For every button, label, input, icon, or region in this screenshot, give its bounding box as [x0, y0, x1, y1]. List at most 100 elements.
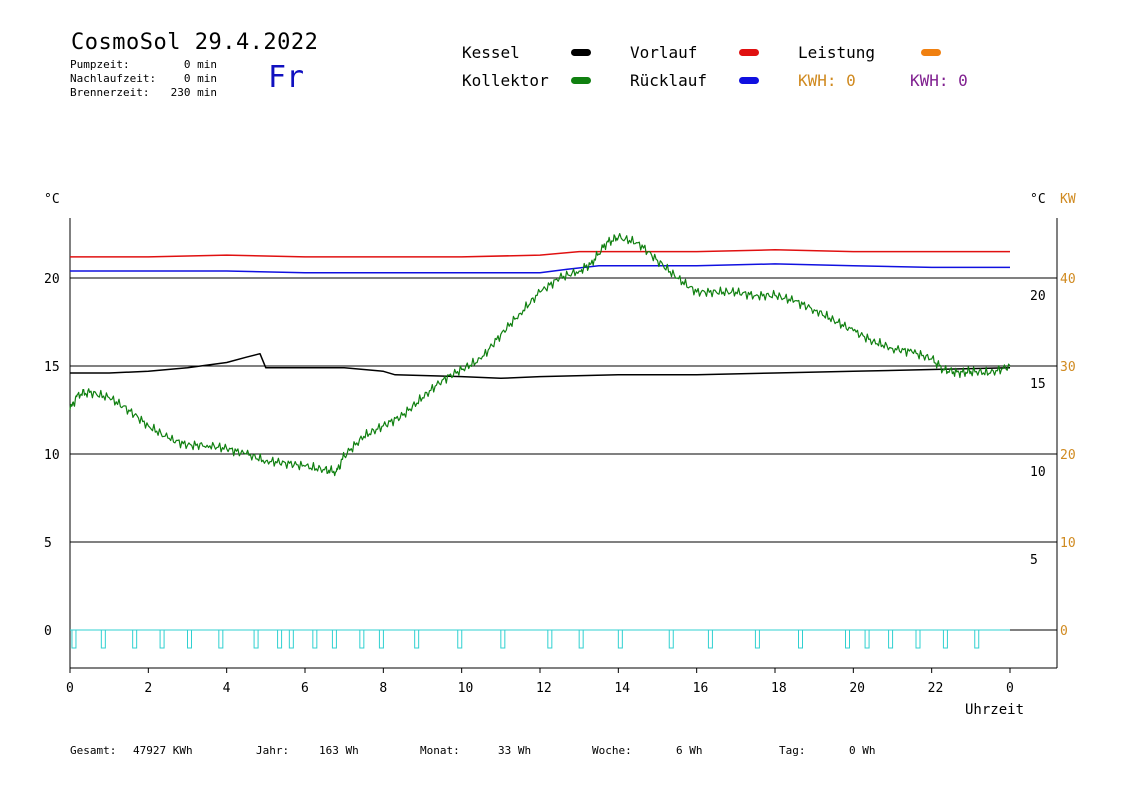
legend-kollektor-label: Kollektor: [462, 71, 549, 90]
y-tick-label-right-c: 15: [1030, 377, 1046, 392]
pump-pulse: [754, 629, 760, 649]
pump-pulse: [617, 629, 623, 649]
y-tick-label-left: 15: [44, 360, 60, 375]
legend-ruecklauf-swatch: [739, 77, 759, 84]
x-tick-label: 18: [771, 681, 787, 696]
legend-vorlauf-label: Vorlauf: [630, 43, 698, 62]
nachlaufzeit-value: 0 min: [183, 72, 217, 85]
monat-label: Monat:: [420, 744, 460, 757]
y-tick-label-right-c: 10: [1030, 465, 1046, 480]
pump-pulse: [798, 629, 803, 649]
chart-grid: [70, 277, 1057, 631]
pump-pulse: [888, 629, 894, 649]
y-tick-label-right-c: 5: [1030, 553, 1038, 568]
chart-title: CosmoSol 29.4.2022: [71, 30, 319, 55]
gesamt-label: Gesamt:: [70, 744, 117, 757]
woche-label: Woche:: [592, 744, 632, 757]
series-line-kessel: [70, 352, 1011, 380]
pump-pulse: [159, 629, 165, 649]
y-tick-label-right-kw: 30: [1060, 360, 1076, 375]
legend-vorlauf-swatch: [739, 49, 759, 56]
legend-leistung-swatch: [921, 49, 941, 56]
kwh-purple-value: KWH: 0: [910, 71, 968, 90]
x-tick-label: 6: [301, 681, 309, 696]
y-tick-label-right-kw: 20: [1060, 448, 1076, 463]
pump-pulse: [312, 629, 318, 649]
legend-kessel-label: Kessel: [462, 43, 520, 62]
pump-pulse: [547, 629, 553, 649]
pump-pulse: [578, 629, 584, 649]
pump-pulse: [277, 629, 283, 649]
series-line-vorlauf: [70, 249, 1010, 258]
woche-value: 6 Wh: [676, 744, 703, 757]
chart-axes: [69, 218, 1058, 669]
x-tick-label: 0: [1006, 681, 1014, 696]
gesamt-value: 47927 KWh: [133, 744, 193, 757]
brennerzeit-value: 230 min: [170, 86, 217, 99]
y-tick-label-right-kw: 0: [1060, 624, 1068, 639]
weekday-label: Fr: [268, 60, 305, 95]
pump-pulse: [707, 629, 713, 649]
y-tick-label-right-kw: 40: [1060, 272, 1076, 287]
kwh-orange-value: KWH: 0: [798, 71, 856, 90]
y-tick-label-left: 5: [44, 536, 52, 551]
right-axis-unit-kw: KW: [1060, 192, 1076, 207]
legend-kollektor-swatch: [571, 77, 591, 84]
legend-leistung-label: Leistung: [798, 43, 876, 62]
y-tick-label-left: 0: [44, 624, 52, 639]
pumpzeit-value: 0 min: [183, 58, 217, 71]
pump-pulse: [457, 629, 463, 649]
x-tick-label: 8: [379, 681, 387, 696]
chart-ticks: 0 2 4 6 8 10 12 14 16 18 20 22 0 0 5 10 15 20 5 10 15 20 0 10 20…: [44, 272, 1076, 696]
pump-pulse: [359, 629, 365, 649]
pump-pulse: [845, 629, 850, 649]
series-line-rcklauf: [70, 263, 1010, 274]
pump-pulse: [915, 629, 921, 649]
y-tick-label-right-kw: 10: [1060, 536, 1076, 551]
tag-label: Tag:: [779, 744, 806, 757]
legend-kessel-swatch: [571, 49, 591, 56]
x-tick-label: 22: [928, 681, 944, 696]
x-tick-label: 10: [458, 681, 474, 696]
y-tick-label-right-c: 20: [1030, 289, 1046, 304]
x-tick-label: 12: [536, 681, 552, 696]
pump-pulse: [187, 629, 192, 649]
right-axis-unit-c: °C: [1030, 192, 1046, 207]
pump-pulse: [132, 629, 138, 649]
brennerzeit-label: Brennerzeit:: [70, 86, 150, 99]
pumpzeit-label: Pumpzeit:: [70, 58, 130, 71]
x-tick-label: 2: [144, 681, 152, 696]
pump-pulse: [331, 629, 337, 649]
x-tick-label: 20: [849, 681, 865, 696]
x-tick-label: 16: [693, 681, 709, 696]
pump-pulse: [71, 629, 77, 649]
pump-pulse: [668, 629, 674, 649]
series-line-kollektor: [69, 233, 1011, 477]
pump-pulse: [942, 629, 948, 649]
pump-pulse: [864, 629, 870, 649]
tag-value: 0 Wh: [849, 744, 876, 757]
pump-pulse: [100, 629, 106, 649]
monat-value: 33 Wh: [498, 744, 532, 757]
legend-ruecklauf-label: Rücklauf: [630, 71, 708, 90]
left-axis-unit: °C: [44, 192, 60, 207]
y-tick-label-left: 20: [44, 272, 60, 287]
pump-pulse: [253, 629, 259, 649]
pump-pulse: [414, 629, 420, 649]
x-tick-label: 0: [66, 681, 74, 696]
nachlaufzeit-label: Nachlaufzeit:: [70, 72, 157, 85]
chart-series: [69, 233, 1011, 477]
pump-pulse: [218, 629, 224, 649]
y-tick-label-left: 10: [44, 448, 60, 463]
pump-pulse-series: [70, 629, 1010, 649]
x-axis-label: Uhrzeit: [965, 702, 1024, 718]
x-tick-label: 14: [614, 681, 630, 696]
jahr-value: 163 Wh: [319, 744, 359, 757]
x-tick-label: 4: [223, 681, 231, 696]
jahr-label: Jahr:: [256, 744, 290, 757]
pump-pulse: [288, 629, 294, 649]
pump-pulse: [974, 629, 980, 649]
pump-pulse: [378, 629, 384, 649]
pump-pulse: [500, 629, 506, 649]
